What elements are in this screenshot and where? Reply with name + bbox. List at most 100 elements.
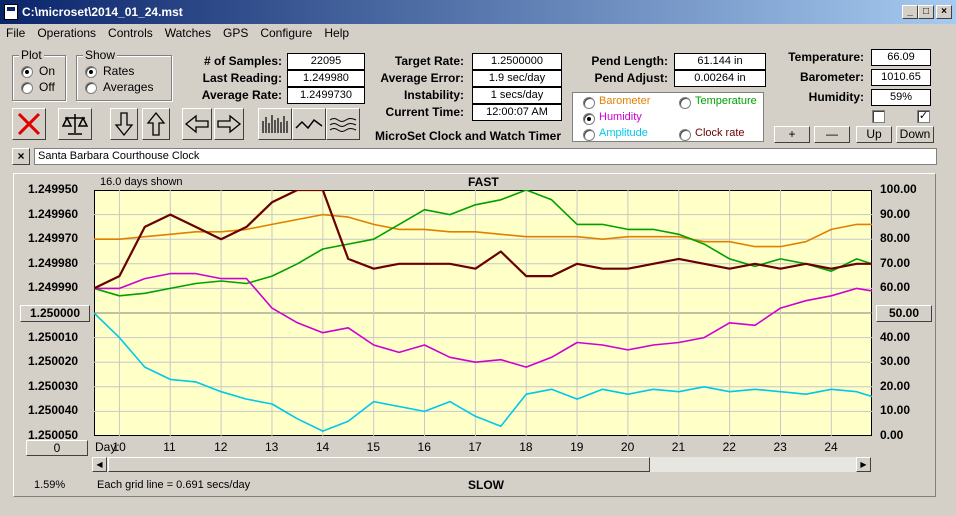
right-tick-label: 90.00 — [880, 206, 911, 221]
target-rate-field: 1.2500000 — [472, 53, 562, 70]
clock-name-field[interactable]: Santa Barbara Courthouse Clock — [34, 148, 937, 165]
amplitude-radio[interactable] — [583, 129, 595, 141]
average-rate-label: Average Rate: — [201, 88, 282, 102]
scale-plus-button[interactable]: + — [774, 126, 810, 143]
temperature-option-label: Temperature — [695, 95, 757, 107]
center-rate-button[interactable]: 1.250000 — [20, 305, 90, 322]
right-tick-label: 10.00 — [880, 403, 911, 418]
line-graph-button[interactable] — [292, 108, 326, 140]
day-tick-label: 20 — [620, 440, 635, 454]
right-tick-label: 70.00 — [880, 255, 911, 270]
menu-gps[interactable]: GPS — [222, 26, 249, 40]
last-reading-field: 1.249980 — [287, 70, 365, 87]
wave-graph-icon — [329, 118, 357, 132]
day-tick-label: 13 — [264, 440, 279, 454]
shift-down-button[interactable] — [110, 108, 138, 140]
app-caption: MicroSet Clock and Watch Timer — [374, 129, 562, 143]
series-humidity-line — [94, 272, 872, 368]
day-tick-label: 17 — [468, 440, 482, 454]
left-tick-label: 1.249960 — [28, 206, 79, 221]
barometer-option-label: Barometer — [599, 95, 651, 107]
scroll-thumb[interactable] — [108, 457, 650, 472]
percent-label: 1.59% — [34, 479, 66, 491]
app-icon — [4, 4, 18, 20]
menu-file[interactable]: File — [6, 26, 26, 40]
bar-graph-button[interactable] — [258, 108, 292, 140]
left-tick-label: 1.250040 — [28, 403, 79, 418]
average-error-label: Average Error: — [380, 71, 464, 85]
center-scale-button[interactable]: 50.00 — [876, 305, 932, 322]
line-graph-icon — [295, 118, 323, 130]
plot-off-radio[interactable] — [21, 82, 33, 94]
last-reading-label: Last Reading: — [202, 71, 282, 85]
left-tick-label: 1.249970 — [28, 231, 79, 246]
pend-length-field: 61.144 in — [674, 53, 766, 70]
wave-graph-button[interactable] — [326, 108, 360, 140]
right-tick-label: 80.00 — [880, 231, 911, 246]
sensor-checkbox-1[interactable] — [872, 110, 885, 123]
arrow-right-icon — [217, 114, 242, 134]
humidity-field: 59% — [871, 89, 931, 106]
day-tick-label: 21 — [671, 440, 686, 454]
day-tick-label: 14 — [315, 440, 330, 454]
show-group-title: Show — [83, 48, 118, 62]
scale-up-button[interactable]: Up — [856, 126, 892, 143]
scale-minus-button[interactable]: — — [814, 126, 850, 143]
rate-chart[interactable] — [94, 190, 872, 436]
plot-on-label: On — [39, 64, 56, 78]
menu-controls[interactable]: Controls — [108, 26, 153, 40]
close-clock-button[interactable]: × — [12, 148, 30, 165]
horizontal-scrollbar[interactable]: ◀ ▶ — [92, 457, 871, 472]
series-clock-rate-line — [94, 190, 872, 290]
day-tick-label: 15 — [366, 440, 381, 454]
current-time-field: 12:00:07 AM — [472, 104, 562, 121]
plot-on-radio[interactable] — [21, 66, 33, 78]
day-tick-label: 12 — [214, 440, 228, 454]
show-averages-radio[interactable] — [85, 82, 97, 94]
right-tick-label: 40.00 — [880, 329, 911, 344]
barometer-label: Barometer: — [799, 70, 864, 84]
samples-field: 22095 — [287, 53, 365, 70]
grid-note: Each grid line = 0.691 secs/day — [97, 479, 251, 491]
current-time-label: Current Time: — [385, 105, 464, 119]
close-window-button[interactable]: × — [936, 5, 952, 19]
menu-watches[interactable]: Watches — [164, 26, 211, 40]
clock-rate-option-label: Clock rate — [695, 127, 745, 139]
menu-configure[interactable]: Configure — [260, 26, 313, 40]
show-rates-radio[interactable] — [85, 66, 97, 78]
temperature-field: 66.09 — [871, 49, 931, 66]
series-amplitude-line — [94, 312, 872, 432]
balance-button[interactable] — [58, 108, 92, 140]
day-tick-label: 16 — [417, 440, 431, 454]
maximize-button[interactable]: □ — [918, 5, 934, 19]
scale-down-button[interactable]: Down — [896, 126, 934, 143]
menu-operations[interactable]: Operations — [37, 26, 97, 40]
scroll-right-arrow[interactable]: ▶ — [856, 457, 871, 472]
amplitude-option-label: Amplitude — [599, 127, 648, 139]
temperature-radio[interactable] — [679, 97, 691, 109]
clear-button[interactable] — [12, 108, 46, 140]
scroll-value-button[interactable]: 0 — [26, 440, 88, 456]
arrow-left-icon — [184, 114, 209, 134]
sensor-checkbox-2[interactable]: ✓ — [917, 110, 930, 123]
scroll-left-arrow[interactable]: ◀ — [92, 457, 107, 472]
menu-bar: File Operations Controls Watches GPS Configur… — [0, 24, 956, 42]
minimize-button[interactable]: _ — [902, 5, 918, 19]
pend-length-label: Pend Length: — [591, 54, 668, 68]
day-tick-label: 23 — [773, 440, 787, 454]
scroll-left-button[interactable] — [182, 108, 212, 140]
shift-up-button[interactable] — [142, 108, 170, 140]
day-tick-label: 24 — [824, 440, 838, 454]
left-tick-label: 1.250050 — [28, 428, 79, 442]
plot-off-label: Off — [39, 80, 55, 94]
clock-rate-radio[interactable] — [679, 129, 691, 141]
arrow-down-icon — [114, 112, 134, 137]
humidity-radio[interactable] — [583, 113, 595, 125]
balance-scale-icon — [61, 114, 89, 135]
menu-help[interactable]: Help — [324, 26, 350, 40]
bar-graph-icon — [262, 115, 288, 133]
average-error-field: 1.9 sec/day — [472, 70, 562, 87]
scroll-right-button[interactable] — [214, 108, 244, 140]
barometer-radio[interactable] — [583, 97, 595, 109]
left-tick-label: 1.249950 — [28, 182, 79, 196]
